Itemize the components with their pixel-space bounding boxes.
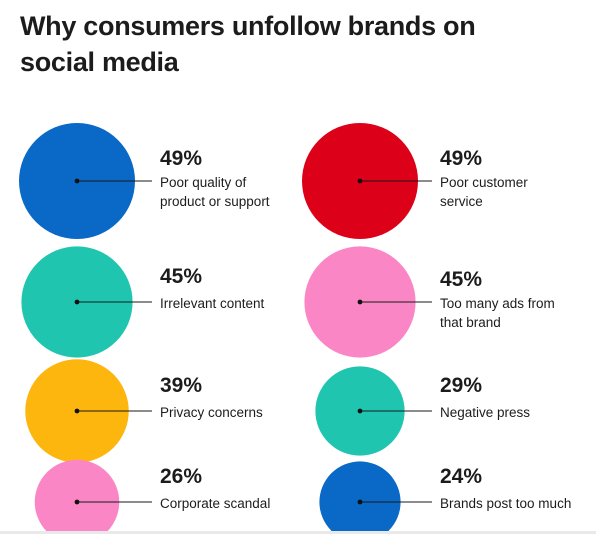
leader-dot [357,408,363,414]
leader-dot [357,299,363,305]
category-label: Negative press [440,405,530,420]
category-label: Too many ads from [440,296,555,311]
value-label: 45% [440,268,482,291]
value-label: 24% [440,465,482,488]
category-label: Privacy concerns [160,405,263,420]
bubble-7 [34,459,120,534]
leader-dot [74,178,80,184]
leader-dot [74,299,80,305]
value-label: 29% [440,374,482,397]
bottom-divider [0,531,596,534]
category-label: Corporate scandal [160,496,270,511]
value-label: 45% [160,265,202,288]
leader-dot [74,499,80,505]
chart-title: Why consumers unfollow brands on social … [20,11,476,77]
category-label: Brands post too much [440,496,571,511]
value-label: 49% [440,147,482,170]
category-label: product or support [160,194,270,209]
leader-dot [74,408,80,414]
category-label: Irrelevant content [160,296,265,311]
value-label: 49% [160,147,202,170]
category-label: Poor customer [440,175,528,190]
category-label: Poor quality of [160,175,247,190]
value-label: 26% [160,465,202,488]
leader-dot [357,178,363,184]
category-label: that brand [440,315,501,330]
category-label: service [440,194,483,209]
leader-dot [357,499,363,505]
bubble-8 [319,461,401,534]
value-label: 39% [160,374,202,397]
